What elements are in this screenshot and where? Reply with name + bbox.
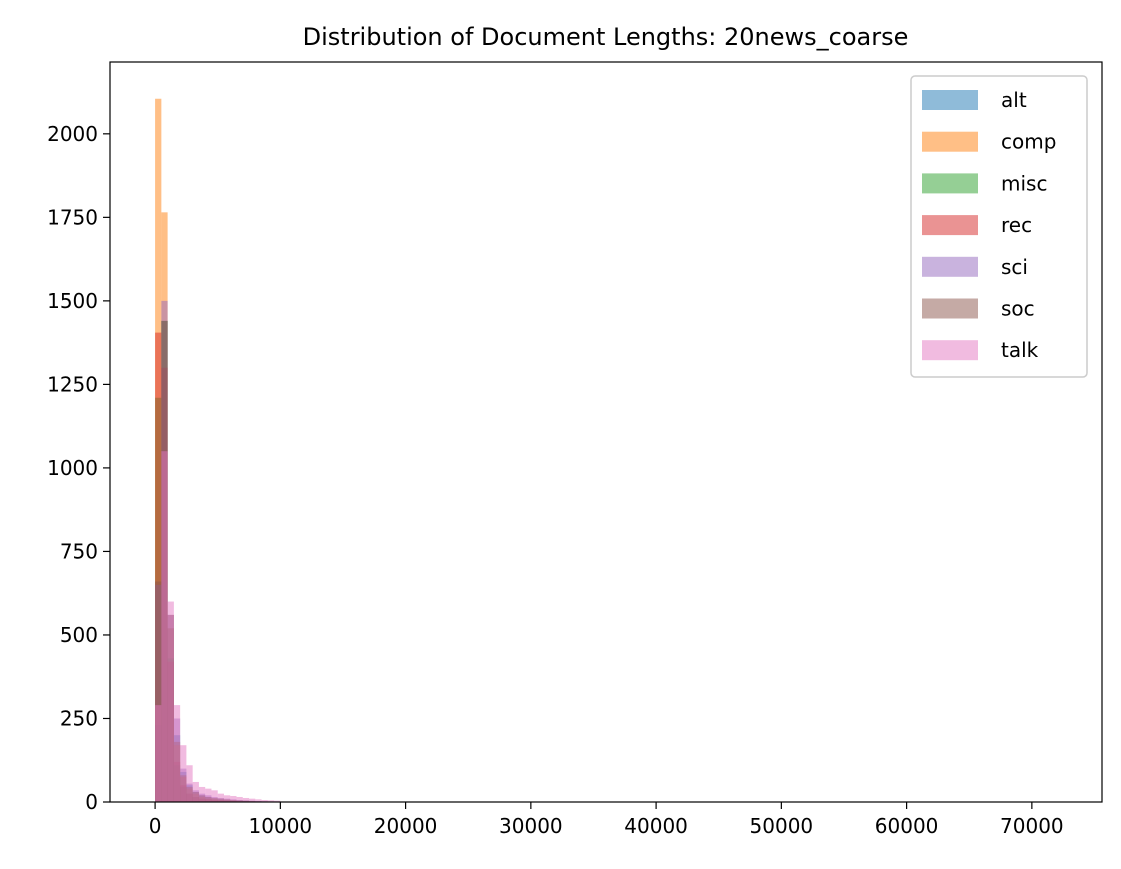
x-tick-label: 40000 (624, 814, 688, 838)
plot-frame (109, 61, 1103, 803)
x-tick-label: 30000 (499, 814, 563, 838)
x-tick-label: 10000 (249, 814, 313, 838)
legend-label-talk: talk (1001, 338, 1039, 362)
legend: alt comp misc rec sci soc talk (910, 75, 1088, 378)
bar-talk-18 (267, 800, 275, 802)
legend-label-misc: misc (1001, 171, 1047, 195)
bar-talk-5 (186, 765, 193, 802)
bar-talk-1 (161, 451, 168, 802)
y-tick-label: 1750 (47, 205, 98, 229)
y-tick-label: 500 (60, 623, 98, 647)
legend-swatch-rec (922, 215, 978, 236)
legend-swatch-alt (922, 90, 978, 110)
bar-talk-8 (205, 788, 212, 802)
y-tick-label: 1000 (47, 456, 98, 480)
y-tick-label: 250 (60, 706, 98, 730)
chart-title: Distribution of Document Lengths: 20news… (303, 23, 909, 51)
y-tick-label: 0 (85, 790, 98, 814)
y-tick-label: 1500 (47, 289, 98, 313)
bar-talk-14 (242, 797, 250, 802)
x-tick-label: 0 (149, 814, 162, 838)
bar-rec-0 (155, 332, 162, 802)
bar-talk-2 (167, 601, 174, 802)
bar-talk-4 (180, 745, 187, 802)
legend-swatch-misc (922, 173, 978, 194)
bar-talk-3 (173, 705, 181, 802)
legend-label-comp: comp (1001, 130, 1056, 154)
x-tick-label: 70000 (1000, 814, 1064, 838)
bar-talk-16 (255, 799, 262, 802)
legend-swatch-talk (922, 340, 978, 361)
y-tick-label: 2000 (47, 122, 98, 146)
bar-talk-9 (211, 790, 218, 802)
bar-talk-12 (230, 795, 237, 802)
y-tick-label: 750 (60, 539, 98, 563)
legend-label-rec: rec (1001, 213, 1032, 237)
legend-swatch-sci (922, 256, 978, 277)
y-tick-label: 1250 (47, 372, 98, 396)
legend-label-sci: sci (1001, 255, 1028, 279)
bar-talk-11 (223, 795, 231, 802)
bar-talk-6 (192, 781, 199, 802)
legend-label-soc: soc (1001, 297, 1035, 321)
legend-swatch-soc (922, 298, 978, 319)
bar-talk-10 (217, 793, 224, 802)
x-tick-label: 20000 (374, 814, 438, 838)
bars-layer (155, 98, 281, 803)
legend-label-alt: alt (1001, 88, 1027, 112)
series-talk (155, 451, 281, 802)
bar-soc-0 (155, 581, 162, 802)
bar-talk-13 (236, 796, 243, 802)
y-axis: 0 250 500 750 1000 1250 1500 1750 2000 (47, 122, 110, 814)
bar-talk-17 (261, 800, 268, 802)
bar-talk-15 (249, 798, 256, 802)
x-tick-label: 50000 (750, 814, 814, 838)
bar-talk-7 (198, 786, 206, 802)
bar-talk-19 (274, 800, 281, 802)
legend-swatch-comp (922, 131, 978, 152)
x-axis: 0 10000 20000 30000 40000 50000 60000 70000 (149, 802, 1064, 838)
x-tick-label: 60000 (875, 814, 939, 838)
bar-talk-0 (155, 705, 162, 802)
